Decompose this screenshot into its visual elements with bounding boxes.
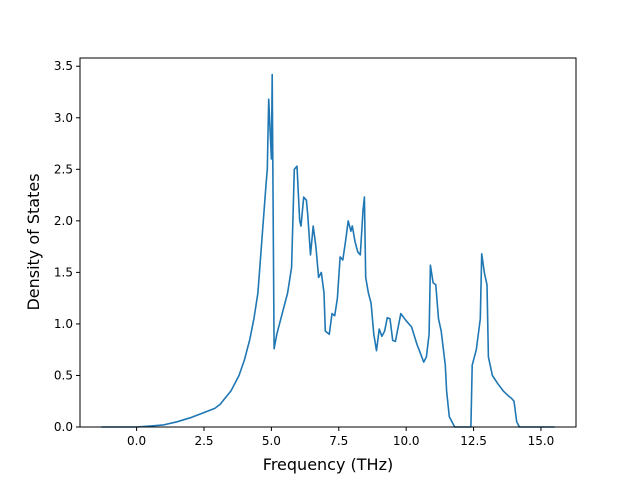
dos-series-line [100,73,556,428]
x-axis-label: Frequency (THz) [263,455,393,474]
x-tick-label: 10.0 [393,434,420,448]
y-tick-label: 1.5 [54,265,73,279]
x-axis-ticks: 0.0 2.5 5.0 7.5 10.0 12.5 15.0 [127,427,554,448]
y-tick-label: 2.0 [54,214,73,228]
y-tick-label: 2.5 [54,162,73,176]
x-tick-label: 12.5 [460,434,487,448]
y-tick-label: 3.5 [54,59,73,73]
axes-frame [79,57,577,428]
x-tick-label: 0.0 [127,434,146,448]
y-axis-ticks: 0.0 0.5 1.0 1.5 2.0 2.5 3.0 3.5 [54,59,80,434]
x-tick-label: 15.0 [528,434,555,448]
x-tick-label: 5.0 [262,434,281,448]
y-axis-label: Density of States [24,173,43,310]
x-tick-label: 2.5 [194,434,213,448]
y-tick-label: 0.5 [54,368,73,382]
y-tick-label: 3.0 [54,111,73,125]
y-tick-label: 1.0 [54,317,73,331]
y-tick-label: 0.0 [54,420,73,434]
plot-area [100,73,556,428]
x-tick-label: 7.5 [329,434,348,448]
